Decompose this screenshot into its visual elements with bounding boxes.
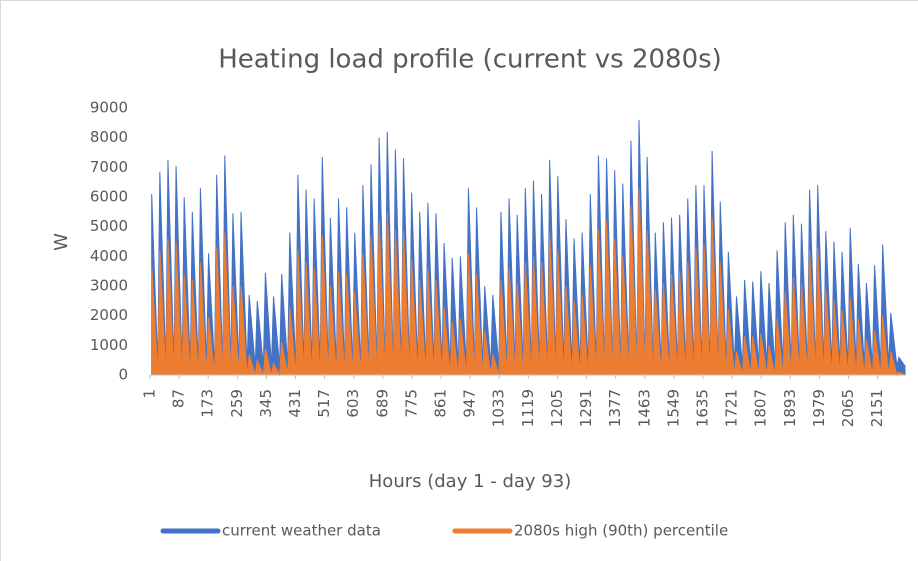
x-tick-label: 1291	[577, 389, 595, 427]
chart-title: Heating load profile (current vs 2080s)	[218, 45, 722, 75]
y-tick-label: 5000	[90, 217, 128, 235]
x-tick-label: 2151	[868, 389, 886, 427]
y-tick-label: 0	[118, 366, 128, 384]
x-tick-label: 1119	[519, 389, 537, 427]
x-tick-label: 259	[228, 389, 246, 418]
y-tick-label: 3000	[90, 277, 128, 295]
x-tick-label: 603	[344, 389, 362, 418]
x-tick-label: 1979	[810, 389, 828, 427]
y-tick-label: 1000	[90, 336, 128, 354]
y-tick-label: 7000	[90, 158, 128, 176]
x-tick-label: 775	[402, 389, 420, 418]
x-tick-label: 1893	[781, 389, 799, 427]
x-tick-label: 2065	[839, 389, 857, 427]
x-tick-label: 861	[432, 389, 450, 418]
x-tick-label: 947	[461, 389, 479, 418]
x-tick-label: 689	[373, 389, 391, 418]
x-tick-label: 1721	[723, 389, 741, 427]
x-tick-label: 1	[141, 389, 159, 399]
x-tick-label: 345	[257, 389, 275, 418]
y-tick-label: 2000	[90, 306, 128, 324]
area-series	[151, 188, 906, 377]
x-tick-label: 1635	[693, 389, 711, 427]
x-tick-label: 1549	[664, 389, 682, 427]
x-tick-label: 1807	[752, 389, 770, 427]
y-axis-title: W	[51, 233, 72, 251]
x-tick-label: 517	[315, 389, 333, 418]
x-tick-label: 173	[199, 389, 217, 418]
x-tick-label: 87	[170, 389, 188, 408]
y-tick-label: 8000	[90, 128, 128, 146]
x-tick-label: 431	[286, 389, 304, 418]
y-tick-label: 6000	[90, 188, 128, 206]
x-axis-title: Hours (day 1 - day 93)	[369, 471, 571, 492]
y-tick-label: 4000	[90, 247, 128, 265]
legend-label: 2080s high (90th) percentile	[514, 522, 728, 540]
x-tick-label: 1463	[635, 389, 653, 427]
legend-label: current weather data	[222, 522, 381, 540]
x-tick-label: 1205	[548, 389, 566, 427]
x-tick-label: 1377	[606, 389, 624, 427]
x-tick-label: 1033	[490, 389, 508, 427]
y-tick-label: 9000	[90, 99, 128, 117]
